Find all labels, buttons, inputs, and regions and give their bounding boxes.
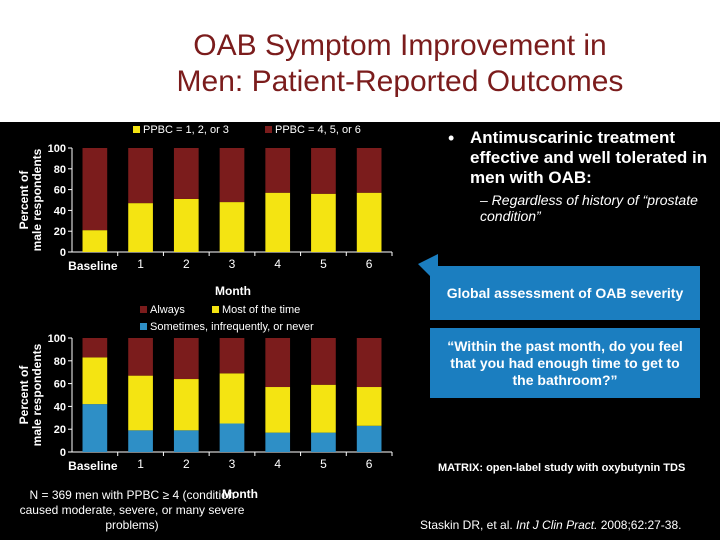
x-tick-label: 6 [366, 457, 373, 471]
bar-sometimes-infrequently-or-never-baseline [82, 404, 108, 452]
title-line-2: Men: Patient-Reported Outcomes [176, 65, 624, 98]
bar-most-of-the-time-6 [356, 387, 382, 426]
legend-swatch [140, 323, 147, 330]
bar-always-1 [128, 338, 153, 376]
bar-ppbc-1-2-or-3-5 [311, 193, 336, 252]
legend-swatch [212, 306, 219, 313]
bar-sometimes-infrequently-or-never-1 [128, 430, 153, 452]
bar-ppbc-4-5-or-6-6 [356, 148, 382, 193]
sub-bullet: – Regardless of history of “prostate con… [480, 192, 698, 224]
y-tick-label: 40 [54, 401, 66, 413]
legend-label: Most of the time [222, 304, 300, 316]
y-tick-label: 20 [54, 226, 66, 238]
title-banner [0, 0, 720, 122]
bar-sometimes-infrequently-or-never-3 [219, 423, 245, 452]
matrix-note: MATRIX: open-label study with oxybutynin… [438, 462, 686, 474]
legend-label: PPBC = 4, 5, or 6 [275, 124, 361, 136]
title-line-1: OAB Symptom Improvement in [193, 29, 607, 62]
y-axis-label: Percent of male respondents [17, 343, 44, 446]
bar-sometimes-infrequently-or-never-4 [265, 432, 291, 452]
bar-most-of-the-time-1 [128, 375, 153, 431]
x-tick-label: 3 [229, 457, 236, 471]
bar-most-of-the-time-5 [311, 384, 336, 433]
callout-global-assessment: Global assessment of OAB severity [430, 266, 700, 320]
bar-ppbc-1-2-or-3-4 [265, 192, 291, 252]
y-axis-label-line-2: male respondents [30, 148, 44, 251]
x-tick-label: 2 [183, 457, 190, 471]
bar-always-2 [173, 338, 199, 380]
bar-always-baseline [82, 338, 108, 358]
bar-ppbc-4-5-or-6-baseline [82, 148, 108, 231]
chart-enough-time: Percent of male respondents 0 20 40 60 80 100 Ba… [17, 304, 393, 501]
y-axis-label-line-1: Percent of [17, 170, 31, 230]
y-tick-label: 40 [54, 205, 66, 217]
bar-most-of-the-time-4 [265, 387, 291, 433]
bar-ppbc-4-5-or-6-4 [265, 148, 291, 193]
y-tick-label: 60 [54, 379, 66, 391]
y-tick-label: 60 [54, 185, 66, 197]
bar-ppbc-1-2-or-3-baseline [82, 230, 108, 252]
citation: Staskin DR, et al. Int J Clin Pract. 200… [420, 518, 716, 532]
bar-sometimes-infrequently-or-never-6 [356, 425, 382, 452]
bar-always-3 [219, 338, 245, 374]
bar-ppbc-1-2-or-3-6 [356, 192, 382, 252]
slide-title: OAB Symptom Improvement in Men: Patient-… [100, 28, 700, 100]
x-tick-label: 5 [320, 257, 327, 271]
citation-author: Staskin DR, et al. [420, 518, 513, 532]
y-tick-label: 100 [48, 143, 66, 155]
y-tick-label: 80 [54, 356, 66, 368]
bar-sometimes-infrequently-or-never-2 [173, 430, 199, 452]
x-tick-label: 4 [274, 457, 281, 471]
x-tick-label: 5 [320, 457, 327, 471]
x-axis-label: Month [222, 487, 258, 501]
x-tick-label: 1 [137, 457, 144, 471]
legend-swatch [133, 126, 140, 133]
x-tick-label-baseline: Baseline [68, 259, 118, 273]
bar-ppbc-4-5-or-6-1 [128, 148, 153, 204]
bar-most-of-the-time-baseline [82, 357, 108, 405]
legend-swatch [140, 306, 147, 313]
citation-details: 2008;62:27-38. [600, 518, 682, 532]
y-tick-label: 20 [54, 424, 66, 436]
bar-most-of-the-time-2 [173, 379, 199, 431]
bar-sometimes-infrequently-or-never-5 [311, 432, 336, 452]
bullet-dot: • [448, 128, 455, 148]
callout-question: “Within the past month, do you feel that… [430, 328, 700, 398]
y-axis-label-line-1: Percent of [17, 365, 31, 425]
legend-swatch [265, 126, 272, 133]
citation-journal: Int J Clin Pract. [516, 518, 598, 532]
x-tick-label: 4 [274, 257, 281, 271]
x-tick-label-baseline: Baseline [68, 459, 118, 473]
y-axis-label-line-2: male respondents [30, 343, 44, 446]
bar-ppbc-4-5-or-6-2 [173, 148, 199, 199]
legend-label: Always [150, 304, 185, 316]
bar-ppbc-4-5-or-6-3 [219, 148, 245, 203]
x-axis-label: Month [215, 284, 251, 298]
legend-label: Sometimes, infrequently, or never [150, 321, 314, 333]
x-tick-label: 1 [137, 257, 144, 271]
x-tick-label: 2 [183, 257, 190, 271]
y-tick-label: 0 [60, 447, 66, 459]
y-axis-label: Percent of male respondents [17, 148, 44, 251]
x-tick-label: 3 [229, 257, 236, 271]
x-tick-label: 6 [366, 257, 373, 271]
y-tick-label: 80 [54, 164, 66, 176]
bar-always-4 [265, 338, 291, 388]
bar-ppbc-4-5-or-6-5 [311, 148, 336, 194]
bar-ppbc-1-2-or-3-3 [219, 202, 245, 252]
bar-always-5 [311, 338, 336, 385]
main-bullet: Antimuscarinic treatment effective and w… [470, 128, 708, 187]
bar-always-6 [356, 338, 382, 388]
footnote: N = 369 men with PPBC ≥ 4 (condition cau… [19, 488, 245, 532]
bar-ppbc-1-2-or-3-2 [173, 198, 199, 252]
chart-ppbc: Percent of male respondents 0 20 40 60 80 100 Ba… [17, 124, 393, 298]
y-tick-label: 0 [60, 247, 66, 259]
legend-label: PPBC = 1, 2, or 3 [143, 124, 229, 136]
y-tick-label: 100 [48, 333, 66, 345]
bar-ppbc-1-2-or-3-1 [128, 203, 153, 252]
bar-most-of-the-time-3 [219, 373, 245, 424]
